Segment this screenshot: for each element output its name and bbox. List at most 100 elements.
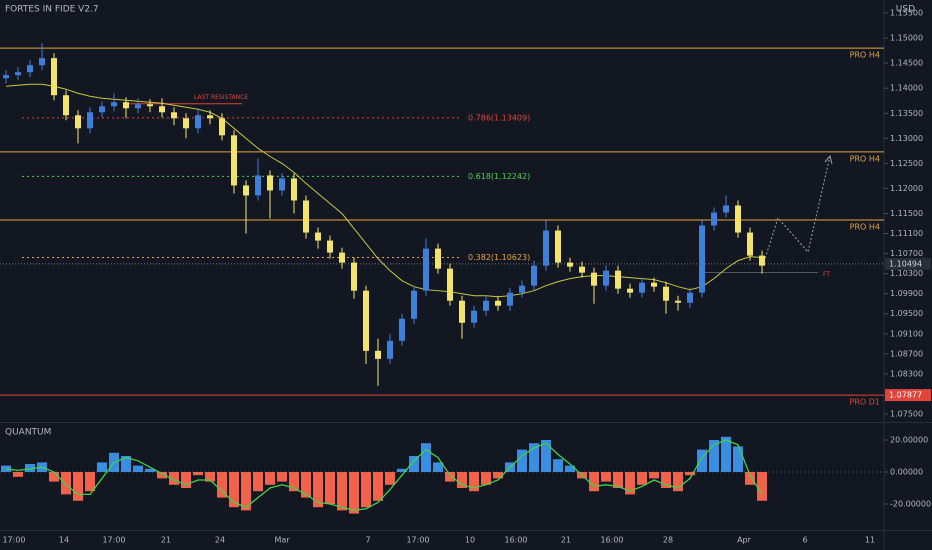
candle-body — [219, 118, 225, 136]
histogram-bar — [541, 440, 551, 472]
candle-body — [243, 185, 249, 196]
candle-body — [639, 282, 645, 293]
candle-body — [447, 268, 453, 301]
candle-body — [735, 205, 741, 233]
candle-body — [291, 178, 297, 201]
moving-average — [5, 83, 763, 298]
x-tick-label: 6 — [802, 536, 807, 545]
y-tick-label: 20.00000 — [890, 436, 928, 445]
candle-body — [147, 104, 153, 107]
x-tick-label: 21 — [561, 536, 571, 545]
currency: USD — [896, 5, 915, 15]
candle-body — [579, 266, 585, 273]
candle-body — [675, 300, 681, 303]
histogram-bar — [85, 472, 95, 492]
level-label: PRO H4 — [850, 223, 880, 232]
candle-body — [159, 106, 165, 113]
candle-body — [123, 102, 129, 109]
candle-body — [387, 340, 393, 359]
y-tick-label: -20.00000 — [890, 500, 931, 509]
chart-title: FORTES IN FIDE V2.7 — [5, 5, 99, 15]
y-tick-label: 1.10300 — [890, 269, 923, 278]
candle-body — [207, 115, 213, 119]
candle-body — [507, 292, 513, 306]
candle-body — [747, 232, 753, 256]
y-tick-label: 1.14500 — [890, 59, 923, 68]
candle-body — [363, 290, 369, 351]
candle-body — [327, 240, 333, 253]
candle-body — [87, 112, 93, 129]
candle-body — [99, 106, 105, 113]
candle-body — [423, 248, 429, 291]
candle-body — [495, 300, 501, 306]
histogram-bar — [193, 472, 203, 476]
candle-body — [339, 252, 345, 263]
histogram-bar — [745, 472, 755, 485]
projection-path — [763, 155, 831, 263]
candle-body — [15, 72, 21, 76]
histogram-bar — [157, 472, 167, 479]
histogram-bar — [217, 472, 227, 498]
y-tick-label: 1.13000 — [890, 134, 923, 143]
price-badge-label: 1.07877 — [889, 391, 922, 400]
x-tick-label: 11 — [865, 536, 875, 545]
histogram-bar — [529, 443, 539, 472]
histogram-bar — [733, 446, 743, 472]
histogram-bar — [229, 472, 239, 508]
candle-body — [231, 135, 237, 186]
x-tick-label: 28 — [663, 536, 673, 545]
y-tick-label: 1.09900 — [890, 289, 923, 298]
histogram-bar — [325, 472, 335, 504]
candle-body — [711, 212, 717, 226]
candle-body — [63, 95, 69, 116]
candle-body — [459, 300, 465, 323]
histogram-bar — [469, 472, 479, 492]
histogram-bar — [169, 472, 179, 485]
histogram-bar — [613, 472, 623, 488]
candle-body — [483, 300, 489, 311]
histogram-bar — [421, 443, 431, 472]
x-tick-label: 7 — [365, 536, 370, 545]
histogram-bar — [565, 465, 575, 472]
histogram-bar — [313, 472, 323, 508]
y-tick-label: 1.11500 — [890, 209, 923, 218]
histogram-bar — [493, 472, 503, 479]
histogram-bar — [481, 472, 491, 485]
candle-body — [171, 112, 177, 119]
x-tick-label: 10 — [465, 536, 475, 545]
histogram-bar — [625, 472, 635, 495]
fib-label: 0.618(1.12242) — [468, 172, 530, 181]
histogram-bar — [145, 468, 155, 472]
candle-body — [135, 104, 141, 109]
candle-body — [255, 175, 261, 196]
candle-body — [615, 270, 621, 289]
x-tick-label: 17:00 — [102, 536, 125, 545]
fib-label: 0.786(1.13409) — [468, 113, 530, 122]
histogram-bar — [457, 472, 467, 488]
x-tick-label: 14 — [59, 536, 69, 545]
candle-body — [39, 58, 45, 66]
histogram-bar — [661, 472, 671, 488]
candle-body — [603, 270, 609, 286]
histogram-bar — [601, 472, 611, 482]
y-tick-label: 1.09500 — [890, 309, 923, 318]
level-label: PRO H4 — [850, 154, 880, 163]
histogram-bar — [289, 472, 299, 492]
projection-arrowhead — [824, 154, 833, 165]
candle-body — [531, 265, 537, 286]
histogram-bar — [337, 472, 347, 511]
candle-body — [555, 230, 561, 263]
y-tick-label: 1.09100 — [890, 329, 923, 338]
price-badge-label: 1.10494 — [889, 259, 922, 268]
histogram-bar — [133, 465, 143, 472]
candle-body — [591, 272, 597, 286]
histogram-bar — [445, 472, 455, 482]
y-tick-label: 1.11100 — [890, 229, 923, 238]
candle-body — [519, 285, 525, 293]
histogram-bar — [673, 472, 683, 492]
level-label: PRO D1 — [850, 398, 880, 407]
candle-body — [411, 290, 417, 319]
candle-body — [315, 232, 321, 241]
